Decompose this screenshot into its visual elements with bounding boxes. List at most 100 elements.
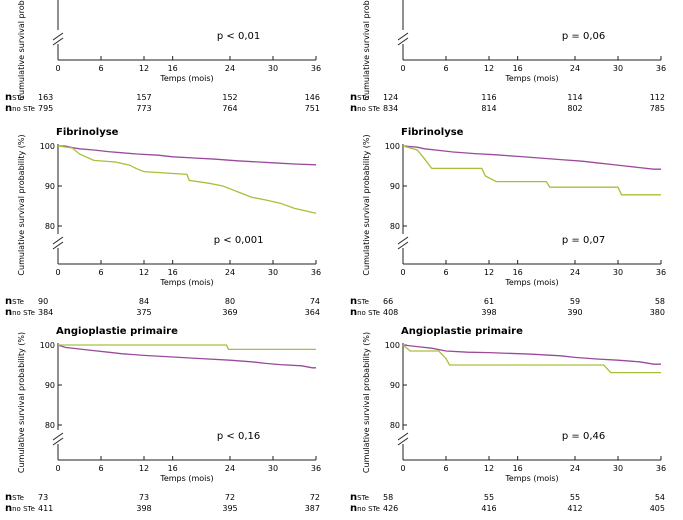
panel-5-n-ste-12: 73 bbox=[139, 493, 149, 502]
panel-4-ytick-label-100: 100 bbox=[385, 142, 400, 151]
panel-2-n-ste-36: 112 bbox=[650, 93, 665, 102]
panel-1-n-no-ste-12: 773 bbox=[136, 104, 151, 113]
panel-5-ylabel: Cumulative survival probability (%) bbox=[17, 332, 26, 473]
panel-3-n-no-ste-label: nno STe bbox=[5, 307, 35, 318]
panel-4-ytick-label-90: 90 bbox=[390, 182, 400, 191]
panel-1-n-no-ste-label: nno STe bbox=[5, 103, 35, 114]
panel-6-xlabel: Temps (mois) bbox=[504, 474, 558, 483]
panel-1-xtick-label-12: 12 bbox=[139, 64, 149, 73]
panel-1-axis-break-1 bbox=[52, 32, 64, 41]
panel-1-n-no-ste-24: 764 bbox=[222, 104, 237, 113]
panel-3-xtick-label-30: 30 bbox=[268, 268, 278, 277]
panel-2-n-ste-label: nSTe bbox=[350, 92, 369, 103]
panel-2-xtick-label-30: 30 bbox=[613, 64, 623, 73]
panel-5-n-no-ste-24: 395 bbox=[222, 504, 237, 513]
panel-4-n-no-ste-0: 408 bbox=[383, 308, 398, 317]
panel-6-ytick-label-100: 100 bbox=[385, 341, 400, 350]
panel-4-n-no-ste-sub: no STe bbox=[357, 309, 380, 317]
panel-2-n-ste-12: 116 bbox=[481, 93, 496, 102]
panel-5-ytick-label-100: 100 bbox=[40, 341, 55, 350]
panel-3-xtick-label-24: 24 bbox=[225, 268, 235, 277]
panel-2-xtick-label-36: 36 bbox=[656, 64, 666, 73]
panel-1-n-ste-24: 152 bbox=[222, 93, 237, 102]
panel-5-xtick-label-16: 16 bbox=[168, 464, 178, 473]
panel-6-n-no-ste-36: 405 bbox=[650, 504, 665, 513]
panel-3-xlabel: Temps (mois) bbox=[159, 278, 213, 287]
panel-2-n-no-ste-0: 834 bbox=[383, 104, 398, 113]
panel-5-xtick-label-24: 24 bbox=[225, 464, 235, 473]
panel-6-xtick-label-36: 36 bbox=[656, 464, 666, 473]
panel-5: Angioplastie primaire Cumulative survival… bbox=[5, 326, 321, 514]
panel-3-n-ste-12: 84 bbox=[139, 297, 149, 306]
panel-3-n-ste-label: nSTe bbox=[5, 296, 24, 307]
panel-4-n-ste-24: 59 bbox=[570, 297, 580, 306]
panel-4-n-ste-sub: STe bbox=[357, 298, 369, 306]
panel-3-n-ste-0: 90 bbox=[38, 297, 48, 306]
panel-4-xtick-label-24: 24 bbox=[570, 268, 580, 277]
panel-1-n-ste-12: 157 bbox=[136, 93, 151, 102]
panel-1-xtick-label-16: 16 bbox=[168, 64, 178, 73]
panel-4-ylabel: Cumulative survival probability (%) bbox=[362, 134, 371, 275]
panel-6-n-ste-sub: STe bbox=[357, 494, 369, 502]
panel-1-xtick-label-6: 6 bbox=[98, 64, 103, 73]
panel-4-xtick-label-12: 12 bbox=[484, 268, 494, 277]
panel-6-series-no_ste bbox=[402, 344, 661, 374]
panel-4-xtick-label-6: 6 bbox=[443, 268, 448, 277]
panel-2-n-no-ste-label: nno STe bbox=[350, 103, 380, 114]
panel-1-axis-break-2 bbox=[52, 37, 64, 46]
panel-2-xtick-label-24: 24 bbox=[570, 64, 580, 73]
panel-2-xlabel: Temps (mois) bbox=[504, 74, 558, 83]
panel-2-p-value: p = 0,06 bbox=[562, 31, 605, 42]
panel-5-xtick-label-36: 36 bbox=[311, 464, 321, 473]
panel-4-n-ste-0: 66 bbox=[383, 297, 393, 306]
panel-5-n-ste-label: nSTe bbox=[5, 492, 24, 503]
panel-5-n-ste-36: 72 bbox=[310, 493, 320, 502]
panel-6-n-no-ste-12: 416 bbox=[481, 504, 496, 513]
panel-5-xtick-label-0: 0 bbox=[55, 464, 60, 473]
panel-5-n-ste-0: 73 bbox=[38, 493, 48, 502]
panel-4-title: Fibrinolyse bbox=[401, 127, 464, 138]
panel-6-series-nste bbox=[402, 344, 661, 365]
panel-3-n-ste-36: 74 bbox=[310, 297, 320, 306]
panel-4-axis-break-1 bbox=[397, 236, 409, 245]
panel-4-xlabel: Temps (mois) bbox=[504, 278, 558, 287]
panel-3-n-no-ste-0: 384 bbox=[38, 308, 53, 317]
panel-3-n-no-ste-sub: no STe bbox=[12, 309, 35, 317]
panel-6-ytick-label-90: 90 bbox=[390, 381, 400, 390]
panel-6-xtick-label-6: 6 bbox=[443, 464, 448, 473]
panel-6-n-no-ste-0: 426 bbox=[383, 504, 398, 513]
panel-6-n-ste-24: 55 bbox=[570, 493, 580, 502]
panel-4-xtick-label-16: 16 bbox=[513, 268, 523, 277]
panel-6-n-ste-0: 58 bbox=[383, 493, 393, 502]
panel-6-axis-break-2 bbox=[397, 437, 409, 446]
panel-3-xtick-label-0: 0 bbox=[55, 268, 60, 277]
panel-5-n-no-ste-sub: no STe bbox=[12, 505, 35, 513]
panel-4-n-ste-label: nSTe bbox=[350, 296, 369, 307]
panel-1-n-no-ste-36: 751 bbox=[305, 104, 320, 113]
panel-1-xtick-label-30: 30 bbox=[268, 64, 278, 73]
panel-6-n-ste-label: nSTe bbox=[350, 492, 369, 503]
panel-6-ytick-label-80: 80 bbox=[390, 421, 400, 430]
panel-2-n-ste-0: 124 bbox=[383, 93, 398, 102]
panel-4-series-no_ste bbox=[402, 145, 661, 196]
panel-6-n-no-ste-24: 412 bbox=[567, 504, 582, 513]
panel-6-p-value: p = 0,46 bbox=[562, 431, 605, 442]
panel-3-xtick-label-12: 12 bbox=[139, 268, 149, 277]
panel-3-n-no-ste-12: 375 bbox=[136, 308, 151, 317]
panel-5-xtick-label-30: 30 bbox=[268, 464, 278, 473]
panel-6-xtick-label-24: 24 bbox=[570, 464, 580, 473]
panel-5-n-no-ste-0: 411 bbox=[38, 504, 53, 513]
panel-5-title: Angioplastie primaire bbox=[56, 326, 178, 337]
panel-3-n-ste-sub: STe bbox=[12, 298, 24, 306]
panel-6-n-ste-36: 54 bbox=[655, 493, 665, 502]
panel-2-n-no-ste-36: 785 bbox=[650, 104, 665, 113]
panel-1-p-value: p < 0,01 bbox=[217, 31, 260, 42]
panel-1-n-ste-0: 163 bbox=[38, 93, 53, 102]
panel-2-n-ste-sub: STe bbox=[357, 94, 369, 102]
panel-2-n-ste-24: 114 bbox=[567, 93, 582, 102]
panel-4-n-no-ste-12: 398 bbox=[481, 308, 496, 317]
panel-3-xtick-label-16: 16 bbox=[168, 268, 178, 277]
panel-5-xtick-label-6: 6 bbox=[98, 464, 103, 473]
panel-2-n-no-ste-12: 814 bbox=[481, 104, 496, 113]
